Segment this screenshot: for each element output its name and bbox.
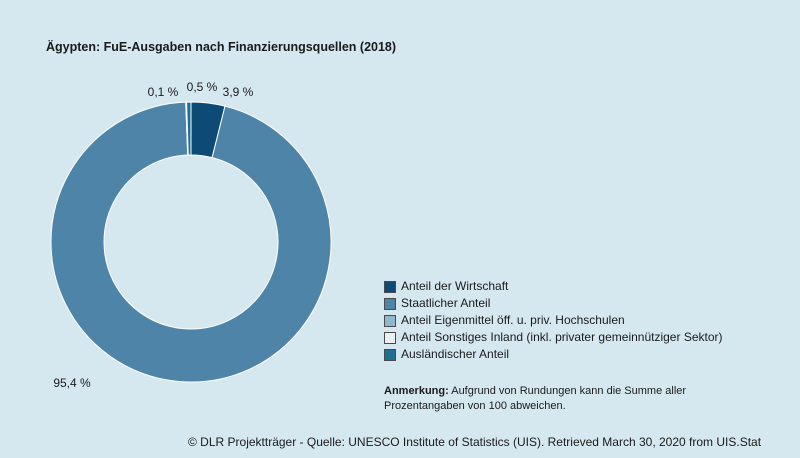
legend-swatch xyxy=(384,314,396,327)
legend-label: Anteil Eigenmittel öff. u. priv. Hochsch… xyxy=(401,313,625,327)
legend-item-3: Anteil Sonstiges Inland (inkl. privater … xyxy=(384,329,723,346)
legend-label: Anteil Sonstiges Inland (inkl. privater … xyxy=(401,330,723,344)
note-label: Anmerkung: xyxy=(384,385,449,397)
slice-label-0: 3,9 % xyxy=(223,85,254,99)
legend-swatch xyxy=(384,331,396,344)
legend-swatch xyxy=(384,297,396,310)
donut-slice-1 xyxy=(50,101,332,383)
slice-label-4: 0,5 % xyxy=(187,80,218,94)
note-text: Aufgrund von Rundungen kann die Summe al… xyxy=(384,385,687,412)
legend-swatch xyxy=(384,280,396,293)
legend-item-4: Ausländischer Anteil xyxy=(384,346,723,363)
legend-item-2: Anteil Eigenmittel öff. u. priv. Hochsch… xyxy=(384,312,723,329)
chart-title: Ägypten: FuE-Ausgaben nach Finanzierungs… xyxy=(46,40,397,54)
slice-labels: 3,9 % 95,4 % 0,1 % 0,5 % xyxy=(53,80,253,390)
legend-item-0: Anteil der Wirtschaft xyxy=(384,278,723,295)
chart-legend: Anteil der Wirtschaft Staatlicher Anteil A… xyxy=(384,278,723,363)
legend-label: Anteil der Wirtschaft xyxy=(401,279,509,293)
slice-label-1: 95,4 % xyxy=(53,376,91,390)
legend-label: Staatlicher Anteil xyxy=(401,296,491,310)
legend-swatch xyxy=(384,348,396,361)
chart-note: Anmerkung: Aufgrund von Rundungen kann d… xyxy=(384,384,714,414)
legend-label: Ausländischer Anteil xyxy=(401,347,510,361)
legend-item-1: Staatlicher Anteil xyxy=(384,295,723,312)
slice-label-2: 0,1 % xyxy=(148,85,179,99)
donut-slice-4 xyxy=(186,101,192,156)
donut-slices xyxy=(50,101,332,383)
source-credit: © DLR Projektträger - Quelle: UNESCO Ins… xyxy=(188,435,762,449)
